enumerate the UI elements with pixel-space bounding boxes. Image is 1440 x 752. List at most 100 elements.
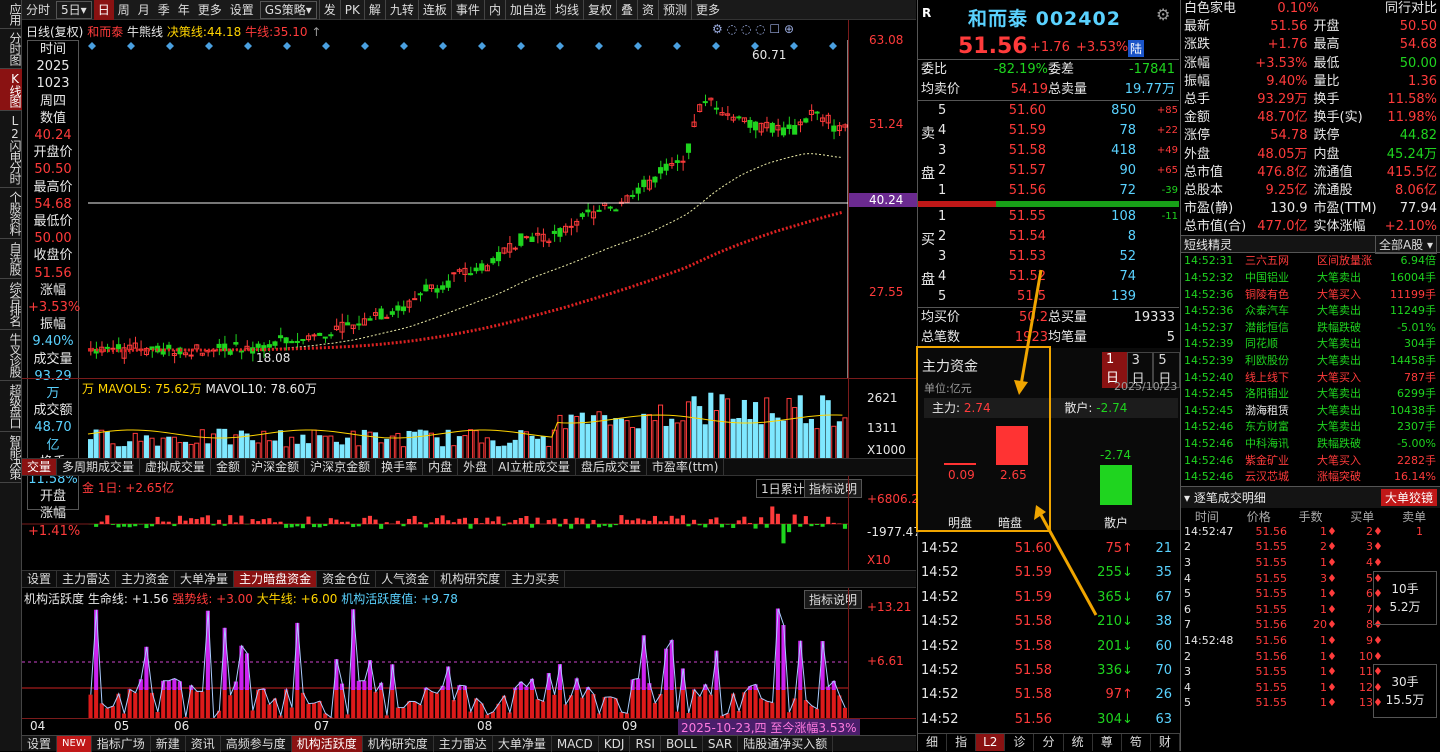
bottom-tab[interactable]: 陆股通净买入额 bbox=[738, 736, 833, 752]
flow_tabs-tab[interactable]: 主力暗盘资金 bbox=[234, 571, 317, 587]
toolbar-item[interactable]: 预测 bbox=[658, 0, 691, 20]
sidebar-tab[interactable]: K线图 bbox=[0, 69, 22, 111]
sidebar-tab[interactable]: 智能决策 bbox=[0, 432, 22, 483]
toolbar-item[interactable]: 设置 bbox=[226, 0, 258, 20]
kline-chart-area[interactable]: 日线(复权) 和而泰 牛熊线 决策线:44.18 牛线:35.10 ↑ ⚙ ◌ … bbox=[22, 20, 916, 378]
quote-tab[interactable]: 诊 bbox=[1005, 734, 1034, 751]
quote-tab[interactable]: 统 bbox=[1064, 734, 1093, 751]
vol_tabs-tab[interactable]: 交量 bbox=[22, 459, 57, 475]
bottom-tab[interactable]: 高频参与度 bbox=[221, 736, 292, 752]
toolbar-item[interactable]: 季 bbox=[154, 0, 174, 20]
toolbar-item[interactable]: 月 bbox=[134, 0, 154, 20]
flow_tabs-tab[interactable]: 主力雷达 bbox=[57, 571, 116, 587]
toolbar-item[interactable]: 复权 bbox=[583, 0, 616, 20]
bottom-tab[interactable]: 机构研究度 bbox=[363, 736, 434, 752]
sidebar-tab[interactable]: 个股资料 bbox=[0, 188, 22, 239]
vol_tabs-tab[interactable]: 外盘 bbox=[458, 459, 493, 475]
toolbar-item[interactable]: 加自选 bbox=[505, 0, 550, 20]
toolbar-item[interactable]: 九转 bbox=[385, 0, 418, 20]
toolbar-item[interactable]: 更多 bbox=[691, 0, 724, 20]
bottom-tab[interactable]: BOLL bbox=[661, 736, 703, 752]
flow_tabs-tab[interactable]: 大单净量 bbox=[175, 571, 234, 587]
quote-tab[interactable]: L2 bbox=[976, 734, 1005, 751]
sidebar-tab[interactable]: 牛叉诊股 bbox=[0, 330, 22, 381]
vol_tabs-tab[interactable]: 多周期成交量 bbox=[57, 459, 140, 475]
vol_tabs-tab[interactable]: AI立桩成交量 bbox=[493, 459, 576, 475]
sidebar-tab[interactable]: 应用 bbox=[0, 0, 22, 29]
quote-tab[interactable]: 细 bbox=[918, 734, 947, 751]
bottom-tab[interactable]: 指标广场 bbox=[92, 736, 151, 752]
flow_tabs-tab[interactable]: 主力资金 bbox=[116, 571, 175, 587]
toolbar-item[interactable]: 资 bbox=[637, 0, 658, 20]
vol_tabs-tab[interactable]: 市盈率(ttm) bbox=[647, 459, 724, 475]
flow_tabs-tab[interactable]: 主力买卖 bbox=[506, 571, 565, 587]
bottom-tab[interactable]: 大单净量 bbox=[493, 736, 552, 752]
bottom-tab[interactable]: KDJ bbox=[599, 736, 631, 752]
toolbar-item[interactable]: 事件 bbox=[451, 0, 484, 20]
vol_tabs-tab[interactable]: 换手率 bbox=[376, 459, 423, 475]
bottom-tab[interactable]: 设置 bbox=[22, 736, 57, 752]
bottom-tab[interactable]: MACD bbox=[552, 736, 599, 752]
quote-tab[interactable]: 财 bbox=[1151, 734, 1180, 751]
bottom-tab[interactable]: 新建 bbox=[151, 736, 186, 752]
toolbar-item[interactable]: 年 bbox=[174, 0, 194, 20]
bottom-tab[interactable]: RSI bbox=[630, 736, 661, 752]
bottom-tab[interactable]: 主力雷达 bbox=[434, 736, 493, 752]
toolbar-item[interactable]: 解 bbox=[364, 0, 385, 20]
toolbar-item[interactable]: 内 bbox=[484, 0, 505, 20]
big-order-button[interactable]: 大单狡镜 bbox=[1381, 489, 1437, 506]
toolbar-item[interactable]: 叠 bbox=[616, 0, 637, 20]
volume-panel[interactable]: 万 MAVOL5: 75.62万 MAVOL10: 78.60万 2621 13… bbox=[22, 378, 916, 458]
toolbar-item[interactable]: PK bbox=[340, 0, 364, 20]
vol_tabs-tab[interactable]: 虚拟成交量 bbox=[140, 459, 211, 475]
toolbar-item[interactable]: 更多 bbox=[194, 0, 226, 20]
flow_tabs-tab[interactable]: 人气资金 bbox=[376, 571, 435, 587]
bottom-tab[interactable]: SAR bbox=[703, 736, 738, 752]
vol_tabs-tab[interactable]: 盘后成交量 bbox=[576, 459, 647, 475]
vol_tabs-tab[interactable]: 沪深金额 bbox=[246, 459, 305, 475]
bottom-tab[interactable]: NEW bbox=[57, 736, 92, 752]
vol_tabs-tab[interactable]: 沪深京金额 bbox=[305, 459, 376, 475]
toolbar-item[interactable]: 均线 bbox=[550, 0, 583, 20]
toolbar-item[interactable]: 5日▾ bbox=[56, 1, 92, 19]
toolbar-item[interactable]: 分时 bbox=[22, 0, 54, 20]
toolbar-item[interactable]: 日 bbox=[94, 0, 114, 20]
bottom-tab[interactable]: 机构活跃度 bbox=[292, 736, 363, 752]
quote-tab[interactable]: 尊 bbox=[1093, 734, 1122, 751]
sidebar-tab[interactable]: L2闪电分时 bbox=[0, 111, 22, 188]
bottom-tab[interactable]: 资讯 bbox=[186, 736, 221, 752]
flow_tabs-tab[interactable]: 资金仓位 bbox=[317, 571, 376, 587]
sidebar-tab[interactable]: 超级盘口 bbox=[0, 381, 22, 432]
toolbar-item[interactable]: GS策略▾ bbox=[260, 1, 317, 19]
sprite-filter[interactable]: 全部A股 ▾ bbox=[1375, 235, 1437, 254]
quote-tab[interactable]: 指 bbox=[947, 734, 976, 751]
vol_tabs-tab[interactable]: 内盘 bbox=[423, 459, 458, 475]
toolbar-item[interactable]: 连板 bbox=[418, 0, 451, 20]
sidebar-tab[interactable]: 分时图 bbox=[0, 29, 22, 69]
flow_tabs-tab[interactable]: 机构研究度 bbox=[435, 571, 506, 587]
quote-tab[interactable]: 笱 bbox=[1122, 734, 1151, 751]
toolbar-item[interactable]: 周 bbox=[114, 0, 134, 20]
quote-tab[interactable]: 分 bbox=[1034, 734, 1063, 751]
flow-panel[interactable]: 金 1日: +2.65亿 1日累计 ▾ 指标说明 +6806.27 -1977.… bbox=[22, 476, 916, 570]
vol_tabs-tab[interactable]: 金额 bbox=[211, 459, 246, 475]
settings-gear-icon[interactable]: ⚙ bbox=[1156, 5, 1170, 24]
activity-panel[interactable]: 机构活跃度 生命线: +1.56 强势线: +3.00 大牛线: +6.00 机… bbox=[22, 588, 916, 718]
sidebar-tab[interactable]: 综合排名 bbox=[0, 279, 22, 330]
sidebar-tab[interactable]: 自选股 bbox=[0, 239, 22, 279]
toolbar-item[interactable]: 发 bbox=[319, 0, 340, 20]
